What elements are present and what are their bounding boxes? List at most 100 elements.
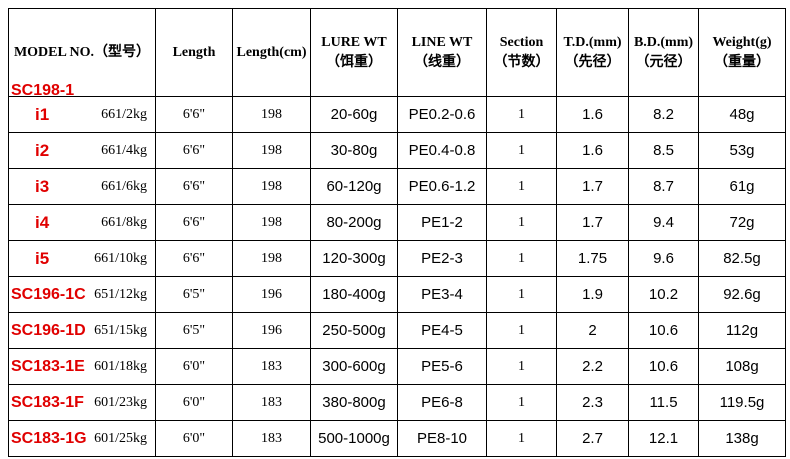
model-cell: 661/2kg i1 <box>8 96 156 133</box>
data-cell: 6'5" <box>155 276 233 313</box>
data-cell: 1 <box>486 348 557 385</box>
data-cell: 138g <box>698 420 786 457</box>
data-cell: 1.75 <box>556 240 629 277</box>
header-cell: Length(cm) <box>232 8 311 97</box>
model-cell: 601/23kg SC183-1F <box>8 384 156 421</box>
data-cell: PE0.6-1.2 <box>397 168 487 205</box>
data-cell: 1.6 <box>556 132 629 169</box>
data-cell: 180-400g <box>310 276 398 313</box>
data-cell: 1.7 <box>556 168 629 205</box>
model-tag: i3 <box>35 177 50 196</box>
data-cell: 12.1 <box>628 420 699 457</box>
data-cell: 1 <box>486 384 557 421</box>
model-tag: i4 <box>35 213 50 232</box>
series-label: SC198-1 <box>11 82 75 99</box>
model-cell: 661/10kg i5 <box>8 240 156 277</box>
table-row: 661/10kg i5 6'6" 198 120-300g PE2-3 1 1.75 9.6 82… <box>8 240 786 277</box>
data-cell: 108g <box>698 348 786 385</box>
table-row: 601/18kg SC183-1E 6'0" 183 300-600g PE5-6 1 2.2… <box>8 348 786 385</box>
header-cell: T.D.(mm)（先径） <box>556 8 629 97</box>
data-cell: 48g <box>698 96 786 133</box>
header-cell: LINE WT（线重） <box>397 8 487 97</box>
data-cell: 2.3 <box>556 384 629 421</box>
data-cell: 9.6 <box>628 240 699 277</box>
data-cell: 380-800g <box>310 384 398 421</box>
data-cell: 198 <box>232 132 311 169</box>
table-row: 661/8kg i4 6'6" 198 80-200g PE1-2 1 1.7 9.4 72g <box>8 204 786 241</box>
data-cell: 6'6" <box>155 96 233 133</box>
model-cell: 661/8kg i4 <box>8 204 156 241</box>
model-tag: SC183-1F <box>11 394 84 411</box>
spec-table: MODEL NO.（型号） SC198-1 Length Length(cm) LURE… <box>8 8 786 457</box>
model-tag: SC196-1C <box>11 286 86 303</box>
data-cell: PE3-4 <box>397 276 487 313</box>
data-cell: 120-300g <box>310 240 398 277</box>
data-cell: 183 <box>232 420 311 457</box>
data-cell: 196 <box>232 312 311 349</box>
data-cell: 183 <box>232 348 311 385</box>
data-cell: 6'0" <box>155 384 233 421</box>
data-cell: PE1-2 <box>397 204 487 241</box>
data-cell: 112g <box>698 312 786 349</box>
data-cell: 80-200g <box>310 204 398 241</box>
data-cell: PE0.2-0.6 <box>397 96 487 133</box>
data-cell: 1 <box>486 420 557 457</box>
data-cell: PE5-6 <box>397 348 487 385</box>
table-row: 601/25kg SC183-1G 6'0" 183 500-1000g PE8-10 1 2… <box>8 420 786 457</box>
data-cell: PE8-10 <box>397 420 487 457</box>
data-cell: PE6-8 <box>397 384 487 421</box>
data-cell: 20-60g <box>310 96 398 133</box>
table-row: 661/2kg i1 6'6" 198 20-60g PE0.2-0.6 1 1.6 8.2 48… <box>8 96 786 133</box>
data-cell: PE2-3 <box>397 240 487 277</box>
data-cell: 1.9 <box>556 276 629 313</box>
data-cell: PE4-5 <box>397 312 487 349</box>
data-cell: 198 <box>232 96 311 133</box>
model-cell: 651/15kg SC196-1D <box>8 312 156 349</box>
model-tag: SC183-1E <box>11 358 85 375</box>
table-row: 651/15kg SC196-1D 6'5" 196 250-500g PE4-5 1 2 10… <box>8 312 786 349</box>
data-cell: 8.7 <box>628 168 699 205</box>
data-cell: 1 <box>486 168 557 205</box>
data-cell: 1.7 <box>556 204 629 241</box>
model-tag: SC196-1D <box>11 322 86 339</box>
model-cell: 661/4kg i2 <box>8 132 156 169</box>
data-cell: 82.5g <box>698 240 786 277</box>
header-cell: MODEL NO.（型号） SC198-1 <box>8 8 156 99</box>
model-cell: 651/12kg SC196-1C <box>8 276 156 313</box>
data-cell: 1.6 <box>556 96 629 133</box>
data-cell: 8.5 <box>628 132 699 169</box>
model-cell: 601/25kg SC183-1G <box>8 420 156 457</box>
data-cell: 6'5" <box>155 312 233 349</box>
data-cell: 1 <box>486 312 557 349</box>
table-row: 601/23kg SC183-1F 6'0" 183 380-800g PE6-8 1 2.3… <box>8 384 786 421</box>
table-row: 661/4kg i2 6'6" 198 30-80g PE0.4-0.8 1 1.6 8.5 53… <box>8 132 786 169</box>
data-cell: 60-120g <box>310 168 398 205</box>
data-cell: 6'0" <box>155 348 233 385</box>
table-row: 651/12kg SC196-1C 6'5" 196 180-400g PE3-4 1 1.9… <box>8 276 786 313</box>
header-cell: LURE WT（饵重） <box>310 8 398 97</box>
model-tag: i5 <box>35 249 50 268</box>
data-cell: 198 <box>232 168 311 205</box>
data-cell: 196 <box>232 276 311 313</box>
data-cell: 198 <box>232 240 311 277</box>
header-row: MODEL NO.（型号） SC198-1 Length Length(cm) LURE… <box>8 8 786 99</box>
data-cell: 2.2 <box>556 348 629 385</box>
data-cell: 500-1000g <box>310 420 398 457</box>
data-cell: 53g <box>698 132 786 169</box>
data-cell: 10.6 <box>628 348 699 385</box>
data-cell: 92.6g <box>698 276 786 313</box>
table-body: 661/2kg i1 6'6" 198 20-60g PE0.2-0.6 1 1.6 8.2 48… <box>8 96 786 457</box>
data-cell: 6'0" <box>155 420 233 457</box>
data-cell: 6'6" <box>155 132 233 169</box>
header-cell: Weight(g)（重量） <box>698 8 786 97</box>
data-cell: 6'6" <box>155 204 233 241</box>
data-cell: 10.2 <box>628 276 699 313</box>
table-row: 661/6kg i3 6'6" 198 60-120g PE0.6-1.2 1 1.7 8.7 6… <box>8 168 786 205</box>
model-tag: SC183-1G <box>11 430 87 447</box>
data-cell: 6'6" <box>155 240 233 277</box>
data-cell: 198 <box>232 204 311 241</box>
header-cell: Section（节数） <box>486 8 557 97</box>
header-cell: Length <box>155 8 233 97</box>
data-cell: 1 <box>486 132 557 169</box>
